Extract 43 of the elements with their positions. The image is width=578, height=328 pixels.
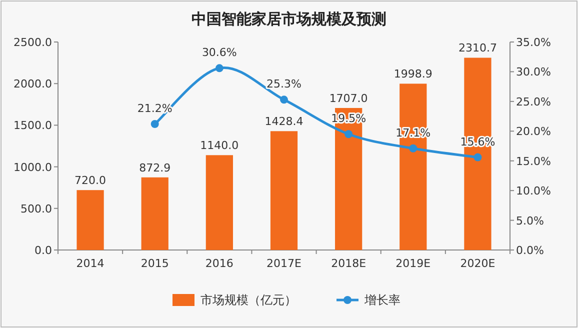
y-tick-label: 1000.0 xyxy=(14,160,52,174)
bar xyxy=(141,177,168,250)
y-tick-label: 0.0 xyxy=(34,244,52,257)
y2-tick-label: 10.0% xyxy=(516,184,551,198)
y2-tick-label: 35.0% xyxy=(516,36,551,49)
data-label: 872.9 xyxy=(139,161,171,174)
point xyxy=(409,144,418,152)
chart-title: 中国智能家居市场规模及预测 xyxy=(192,10,386,28)
y2-tick-label: 30.0% xyxy=(516,66,551,79)
data-label: 25.3% xyxy=(266,78,302,91)
data-label: 720.0 xyxy=(74,174,106,188)
x-tick-label: 2017E xyxy=(266,257,302,270)
bar xyxy=(206,155,233,250)
legend-label: 市场规模（亿元） xyxy=(200,293,296,307)
point xyxy=(215,64,224,72)
y-tick-label: 2500.0 xyxy=(14,36,52,49)
x-tick-label: 2018E xyxy=(331,257,366,270)
y2-tick-label: 15.0% xyxy=(516,154,551,168)
y2-tick-label: 5.0% xyxy=(516,214,544,228)
data-label: 1998.9 xyxy=(394,68,432,81)
data-label: 30.6% xyxy=(202,46,237,60)
x-tick-label: 2020E xyxy=(460,257,496,270)
y2-tick-label: 20.0% xyxy=(516,125,551,138)
legend-label: 增长率 xyxy=(364,293,400,307)
y-tick-label: 1500.0 xyxy=(14,119,52,132)
data-label: 2310.7 xyxy=(458,42,497,55)
x-tick-label: 2019E xyxy=(396,257,431,270)
data-label: 1428.4 xyxy=(264,115,304,128)
point xyxy=(280,96,288,104)
y-tick-label: 500.0 xyxy=(20,202,52,216)
point xyxy=(474,153,482,162)
point xyxy=(344,130,353,138)
x-tick-label: 2014 xyxy=(76,257,104,270)
point xyxy=(150,120,159,128)
x-tick-label: 2015 xyxy=(140,257,169,270)
data-label: 1707.0 xyxy=(329,92,368,105)
data-label: 1140.0 xyxy=(200,139,239,152)
x-tick-label: 2016 xyxy=(205,257,234,270)
y2-tick-label: 25.0% xyxy=(516,95,551,108)
bar xyxy=(76,190,104,250)
bar xyxy=(270,131,298,250)
y-tick-label: 2000.0 xyxy=(14,78,52,91)
y2-tick-label: 0.0% xyxy=(516,244,544,257)
